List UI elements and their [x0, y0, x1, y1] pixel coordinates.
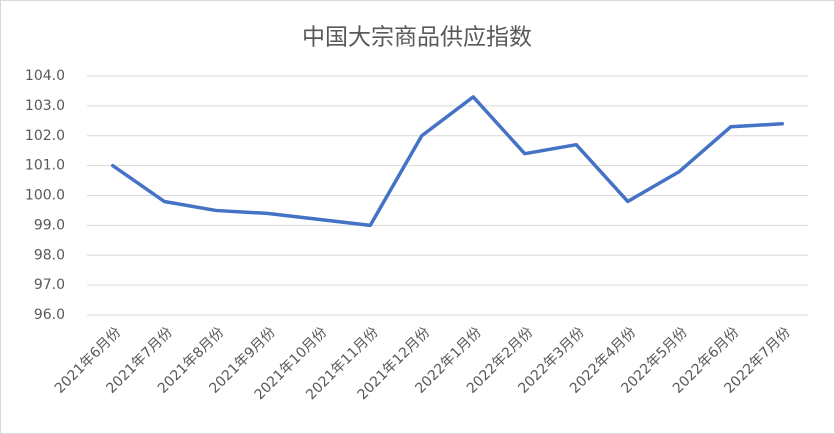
y-tick-label: 99.0: [34, 217, 65, 233]
data-line: [111, 95, 784, 228]
y-tick-label: 96.0: [34, 307, 65, 323]
y-tick-label: 100.0: [25, 188, 65, 204]
y-tick-label: 104.0: [25, 68, 65, 84]
chart-title: 中国大宗商品供应指数: [302, 25, 532, 51]
y-tick-label: 97.0: [34, 277, 65, 293]
y-tick-label: 101.0: [25, 158, 65, 174]
y-tick-label: 103.0: [25, 98, 65, 114]
y-tick-label: 98.0: [34, 247, 65, 263]
y-tick-label: 102.0: [25, 128, 65, 144]
